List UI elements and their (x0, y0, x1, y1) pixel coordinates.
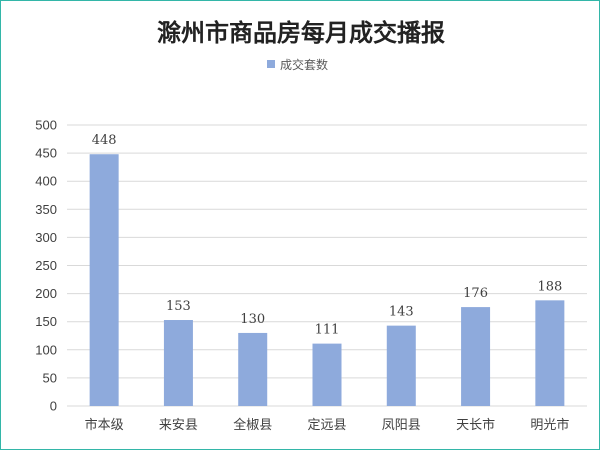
bar (386, 325, 416, 406)
x-category-label: 来安县 (159, 418, 198, 433)
data-label: 130 (240, 312, 265, 327)
x-category-label: 天长市 (456, 417, 495, 433)
x-category-label: 全椒县 (233, 417, 272, 433)
bar (163, 320, 193, 406)
data-label: 176 (463, 286, 488, 301)
data-label: 188 (537, 279, 562, 294)
legend-swatch (267, 60, 275, 68)
bar (238, 332, 268, 406)
data-label: 111 (315, 323, 340, 338)
bars (89, 154, 565, 406)
y-tick-label: 200 (35, 286, 57, 301)
bar (89, 154, 119, 406)
y-tick-label: 250 (35, 258, 57, 273)
x-axis-categories: 市本级 来安县 全椒县 定远县 凤阳县 天长市 明光市 (85, 417, 570, 433)
bar (312, 343, 342, 406)
data-labels: 448 153 130 111 143 176 188 (92, 133, 563, 337)
y-axis-ticks: 0 50 100 150 200 250 300 350 400 450 500 (35, 118, 57, 414)
bar (535, 300, 565, 406)
y-tick-label: 100 (35, 342, 57, 357)
y-tick-label: 300 (35, 230, 57, 245)
bar (461, 307, 491, 406)
y-tick-label: 50 (43, 370, 57, 385)
data-label: 143 (389, 305, 414, 320)
data-label: 448 (92, 133, 117, 148)
y-tick-label: 0 (50, 399, 57, 414)
x-category-label: 定远县 (307, 418, 346, 433)
legend: 成交套数 (267, 57, 328, 72)
legend-label: 成交套数 (280, 57, 328, 72)
y-tick-label: 400 (35, 174, 57, 189)
y-tick-label: 500 (35, 118, 57, 133)
chart-title: 滁州市商品房每月成交播报 (157, 18, 445, 47)
x-category-label: 市本级 (85, 417, 124, 433)
y-tick-label: 150 (35, 314, 57, 329)
x-category-label: 凤阳县 (382, 418, 421, 433)
x-category-label: 明光市 (530, 417, 569, 433)
y-tick-label: 350 (35, 202, 57, 217)
gridlines (67, 124, 587, 407)
y-tick-label: 450 (35, 146, 57, 161)
data-label: 153 (166, 299, 191, 314)
